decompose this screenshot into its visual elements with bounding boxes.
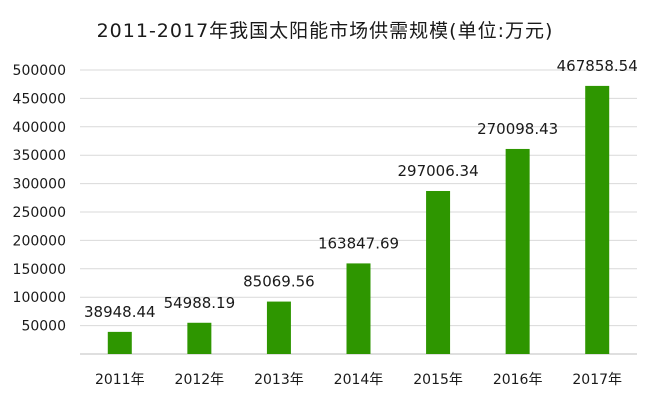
bar bbox=[585, 85, 610, 355]
data-label: 270098.43 bbox=[477, 120, 558, 138]
bar bbox=[346, 263, 371, 354]
y-tick-label: 350000 bbox=[13, 148, 66, 164]
y-tick-label: 50000 bbox=[21, 319, 66, 335]
x-category-label: 2011年 bbox=[95, 372, 145, 388]
data-label: 85069.56 bbox=[243, 273, 315, 291]
bars bbox=[107, 85, 610, 355]
y-tick-label: 450000 bbox=[13, 91, 66, 107]
bar bbox=[266, 301, 291, 354]
y-tick-label: 500000 bbox=[13, 63, 66, 79]
y-tick-label: 250000 bbox=[13, 205, 66, 221]
bar bbox=[505, 148, 530, 354]
y-tick-label: 150000 bbox=[13, 262, 66, 278]
x-category-label: 2012年 bbox=[175, 372, 225, 388]
data-labels: 38948.44 54988.19 85069.56 163847.69 297006.… bbox=[84, 57, 638, 321]
chart-title: 2011-2017年我国太阳能市场供需规模(单位:万元) bbox=[96, 20, 554, 42]
x-category-label: 2013年 bbox=[254, 372, 304, 388]
x-category-label: 2014年 bbox=[334, 372, 384, 388]
data-label: 163847.69 bbox=[318, 234, 399, 252]
bar bbox=[426, 190, 451, 354]
data-label: 54988.19 bbox=[164, 294, 236, 312]
x-category-label: 2015年 bbox=[413, 372, 463, 388]
x-category-label: 2016年 bbox=[493, 372, 543, 388]
x-category-label: 2017年 bbox=[572, 372, 622, 388]
y-tick-label: 200000 bbox=[13, 233, 66, 249]
data-label: 297006.34 bbox=[398, 162, 479, 180]
bar bbox=[187, 322, 212, 354]
y-tick-label: 300000 bbox=[13, 177, 66, 193]
data-label: 38948.44 bbox=[84, 303, 156, 321]
y-axis-ticks: 50000 100000 150000 200000 250000 300000 35000… bbox=[13, 63, 66, 335]
y-tick-label: 100000 bbox=[13, 290, 66, 306]
y-tick-label: 400000 bbox=[13, 120, 66, 136]
bar bbox=[107, 331, 132, 354]
x-axis-categories: 2011年 2012年 2013年 2014年 2015年 2016年 2017年 bbox=[95, 372, 622, 388]
data-label: 467858.54 bbox=[557, 57, 638, 75]
